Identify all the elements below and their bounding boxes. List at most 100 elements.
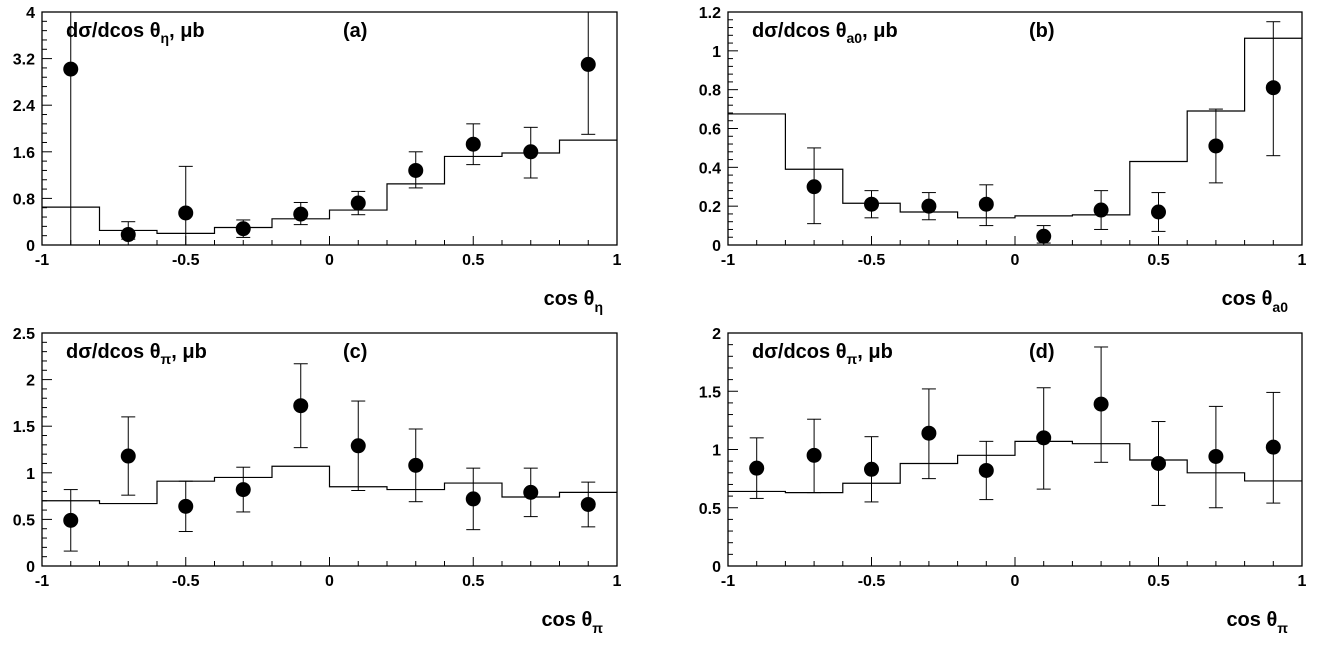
y-tick-label: 0.5 bbox=[13, 512, 35, 529]
data-marker bbox=[408, 457, 424, 473]
data-point bbox=[921, 192, 937, 221]
panel-b: -1 -0.5 0 0.5 1 0 0.2 0.4 0.6 0.8 1 1.2 dσ/dcos θa0,… bbox=[699, 5, 1307, 315]
data-point bbox=[1093, 346, 1109, 463]
panel-title: dσ/dcos θa0, μb bbox=[752, 20, 898, 46]
y-tick-label: 1.5 bbox=[699, 384, 721, 401]
data-point bbox=[350, 190, 366, 216]
panel-title: dσ/dcos θπ, μb bbox=[752, 341, 893, 367]
data-point bbox=[1208, 405, 1224, 509]
x-tick-label: -1 bbox=[35, 252, 49, 269]
data-point bbox=[864, 436, 879, 503]
x-tick-label: 1 bbox=[1298, 573, 1307, 590]
data-marker bbox=[864, 196, 879, 212]
data-marker bbox=[806, 447, 822, 463]
data-marker bbox=[1208, 138, 1224, 154]
data-point bbox=[63, 489, 79, 552]
x-tick-label: 0 bbox=[325, 573, 334, 590]
x-tick-label: -1 bbox=[721, 252, 735, 269]
data-marker bbox=[749, 460, 765, 476]
panel-label: (c) bbox=[343, 341, 367, 363]
x-tick-label: -0.5 bbox=[172, 252, 200, 269]
data-marker bbox=[350, 195, 366, 211]
data-marker bbox=[120, 227, 136, 243]
x-tick-label: 1 bbox=[613, 573, 622, 590]
y-tick-label: 0.6 bbox=[699, 122, 721, 139]
data-marker bbox=[235, 482, 251, 498]
data-marker bbox=[408, 162, 424, 178]
data-point bbox=[178, 480, 194, 533]
panel-title: dσ/dcos θπ, μb bbox=[66, 341, 207, 367]
data-point bbox=[465, 467, 481, 531]
x-axis-title: cos θη bbox=[544, 288, 603, 315]
y-tick-label: 2 bbox=[712, 326, 721, 343]
data-marker bbox=[120, 448, 136, 464]
data-point bbox=[1036, 225, 1052, 244]
y-tick-label: 0 bbox=[26, 559, 35, 576]
data-point bbox=[580, 12, 596, 135]
data-marker bbox=[1265, 80, 1281, 96]
x-axis-title: cos θa0 bbox=[1222, 288, 1289, 315]
model-histogram bbox=[42, 139, 617, 234]
data-point bbox=[408, 151, 424, 189]
x-tick-label: 0.5 bbox=[1147, 252, 1169, 269]
data-point bbox=[293, 201, 309, 226]
data-point bbox=[293, 363, 309, 449]
panel-label: (d) bbox=[1029, 341, 1055, 363]
data-marker bbox=[1093, 396, 1109, 412]
x-tick-label: 0.5 bbox=[1147, 573, 1169, 590]
data-point bbox=[350, 400, 366, 492]
data-marker bbox=[178, 498, 194, 514]
y-tick-label: 1 bbox=[26, 466, 35, 483]
y-tick-label: 0.2 bbox=[699, 199, 721, 216]
y-tick-label: 0.8 bbox=[13, 191, 35, 208]
panel-label: (a) bbox=[343, 20, 367, 42]
data-marker bbox=[178, 205, 194, 221]
x-tick-label: 0.5 bbox=[462, 252, 484, 269]
data-point bbox=[235, 219, 251, 238]
x-tick-label: -1 bbox=[721, 573, 735, 590]
y-tick-label: 0 bbox=[712, 238, 721, 255]
panel-c: -1 -0.5 0 0.5 1 0 0.5 1 1.5 2 2.5 dσ/dcos θπ, μb (c)… bbox=[13, 326, 622, 636]
data-marker bbox=[1265, 439, 1281, 455]
y-tick-label: 0 bbox=[712, 559, 721, 576]
data-marker bbox=[350, 438, 366, 454]
data-marker bbox=[921, 198, 937, 214]
y-tick-label: 2.4 bbox=[13, 98, 35, 115]
y-tick-label: 0.5 bbox=[699, 501, 721, 518]
x-tick-label: -1 bbox=[35, 573, 49, 590]
data-point bbox=[580, 481, 596, 528]
data-marker bbox=[580, 56, 596, 72]
data-point bbox=[178, 165, 194, 245]
data-point bbox=[523, 126, 539, 179]
y-tick-label: 1.2 bbox=[699, 5, 721, 22]
data-point bbox=[1151, 421, 1166, 506]
data-point bbox=[978, 440, 994, 501]
data-marker bbox=[523, 484, 539, 500]
data-point bbox=[1265, 21, 1281, 157]
x-tick-label: -0.5 bbox=[858, 252, 886, 269]
data-point bbox=[63, 12, 79, 245]
data-marker bbox=[63, 61, 79, 77]
data-marker bbox=[580, 496, 596, 512]
x-tick-label: 0.5 bbox=[462, 573, 484, 590]
y-tick-label: 2 bbox=[26, 373, 35, 390]
data-point bbox=[120, 221, 136, 243]
x-tick-label: 1 bbox=[1298, 252, 1307, 269]
y-tick-label: 2.5 bbox=[13, 326, 35, 343]
data-marker bbox=[1151, 204, 1166, 220]
panel-a: -1 -0.5 0 0.5 1 0 0.8 1.6 2.4 3.2 4 dσ/dcos θη, μb (… bbox=[13, 5, 622, 315]
data-marker bbox=[978, 462, 994, 478]
x-axis-title: cos θπ bbox=[1226, 609, 1288, 636]
y-tick-label: 1 bbox=[712, 44, 721, 61]
y-tick-label: 4 bbox=[26, 5, 35, 22]
panel-d: -1 -0.5 0 0.5 1 0 0.5 1 1.5 2 dσ/dcos θπ, μb (d) cos… bbox=[699, 326, 1307, 636]
y-tick-label: 3.2 bbox=[13, 52, 35, 69]
data-marker bbox=[235, 221, 251, 237]
data-point bbox=[1151, 192, 1166, 232]
data-marker bbox=[806, 179, 822, 195]
x-tick-label: -0.5 bbox=[858, 573, 886, 590]
data-point bbox=[523, 467, 539, 518]
data-point bbox=[978, 184, 994, 227]
model-histogram bbox=[728, 37, 1302, 219]
